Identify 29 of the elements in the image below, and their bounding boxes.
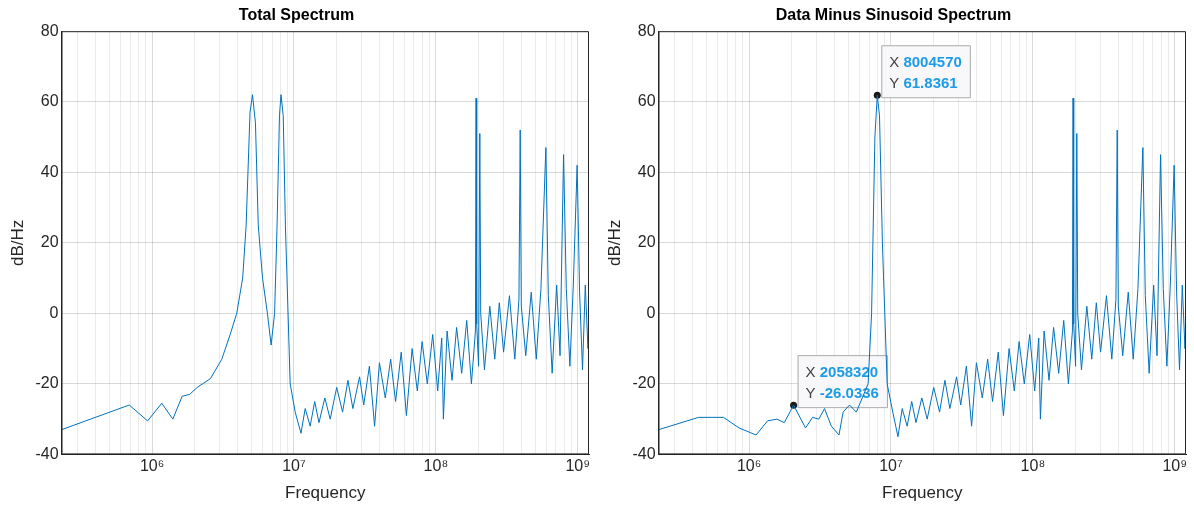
x-tick-label: 10⁹ (1162, 457, 1188, 475)
x-tick-label: 10⁹ (565, 457, 591, 475)
y-tick-label: -20 (35, 374, 59, 392)
y-tick-label: 20 (40, 233, 59, 251)
x-tick-label: 10⁶ (736, 457, 762, 475)
x-tick-label: 10⁷ (879, 457, 903, 475)
y-tick-label: -20 (632, 374, 656, 392)
chart-title: Data Minus Sinusoid Spectrum (775, 6, 1012, 24)
y-tick-label: 80 (40, 21, 59, 39)
x-tick-label: 10⁸ (1020, 457, 1046, 475)
y-tick-label: -40 (35, 444, 59, 462)
y-tick-label: 40 (40, 162, 59, 180)
y-tick-label: 0 (49, 303, 59, 321)
x-tick-label: 10⁸ (423, 457, 449, 475)
x-axis-title: Frequency (882, 483, 963, 503)
y-tick-label: 40 (637, 162, 656, 180)
x-tick-label: 10⁷ (282, 457, 306, 475)
chart-title: Total Spectrum (238, 6, 355, 24)
y-axis-title: dB/Hz (604, 219, 624, 266)
y-tick-label: 80 (637, 21, 656, 39)
y-tick-label: 0 (646, 303, 656, 321)
x-axis-title: Frequency (285, 483, 366, 503)
annotation: X 8004570 Y 61.8361 (889, 53, 962, 92)
y-tick-label: 20 (637, 233, 656, 251)
x-tick-label: 10⁶ (139, 457, 165, 475)
y-tick-label: 60 (637, 92, 656, 110)
y-tick-label: 60 (40, 92, 59, 110)
y-axis-title: dB/Hz (7, 219, 27, 266)
y-tick-label: -40 (632, 444, 656, 462)
